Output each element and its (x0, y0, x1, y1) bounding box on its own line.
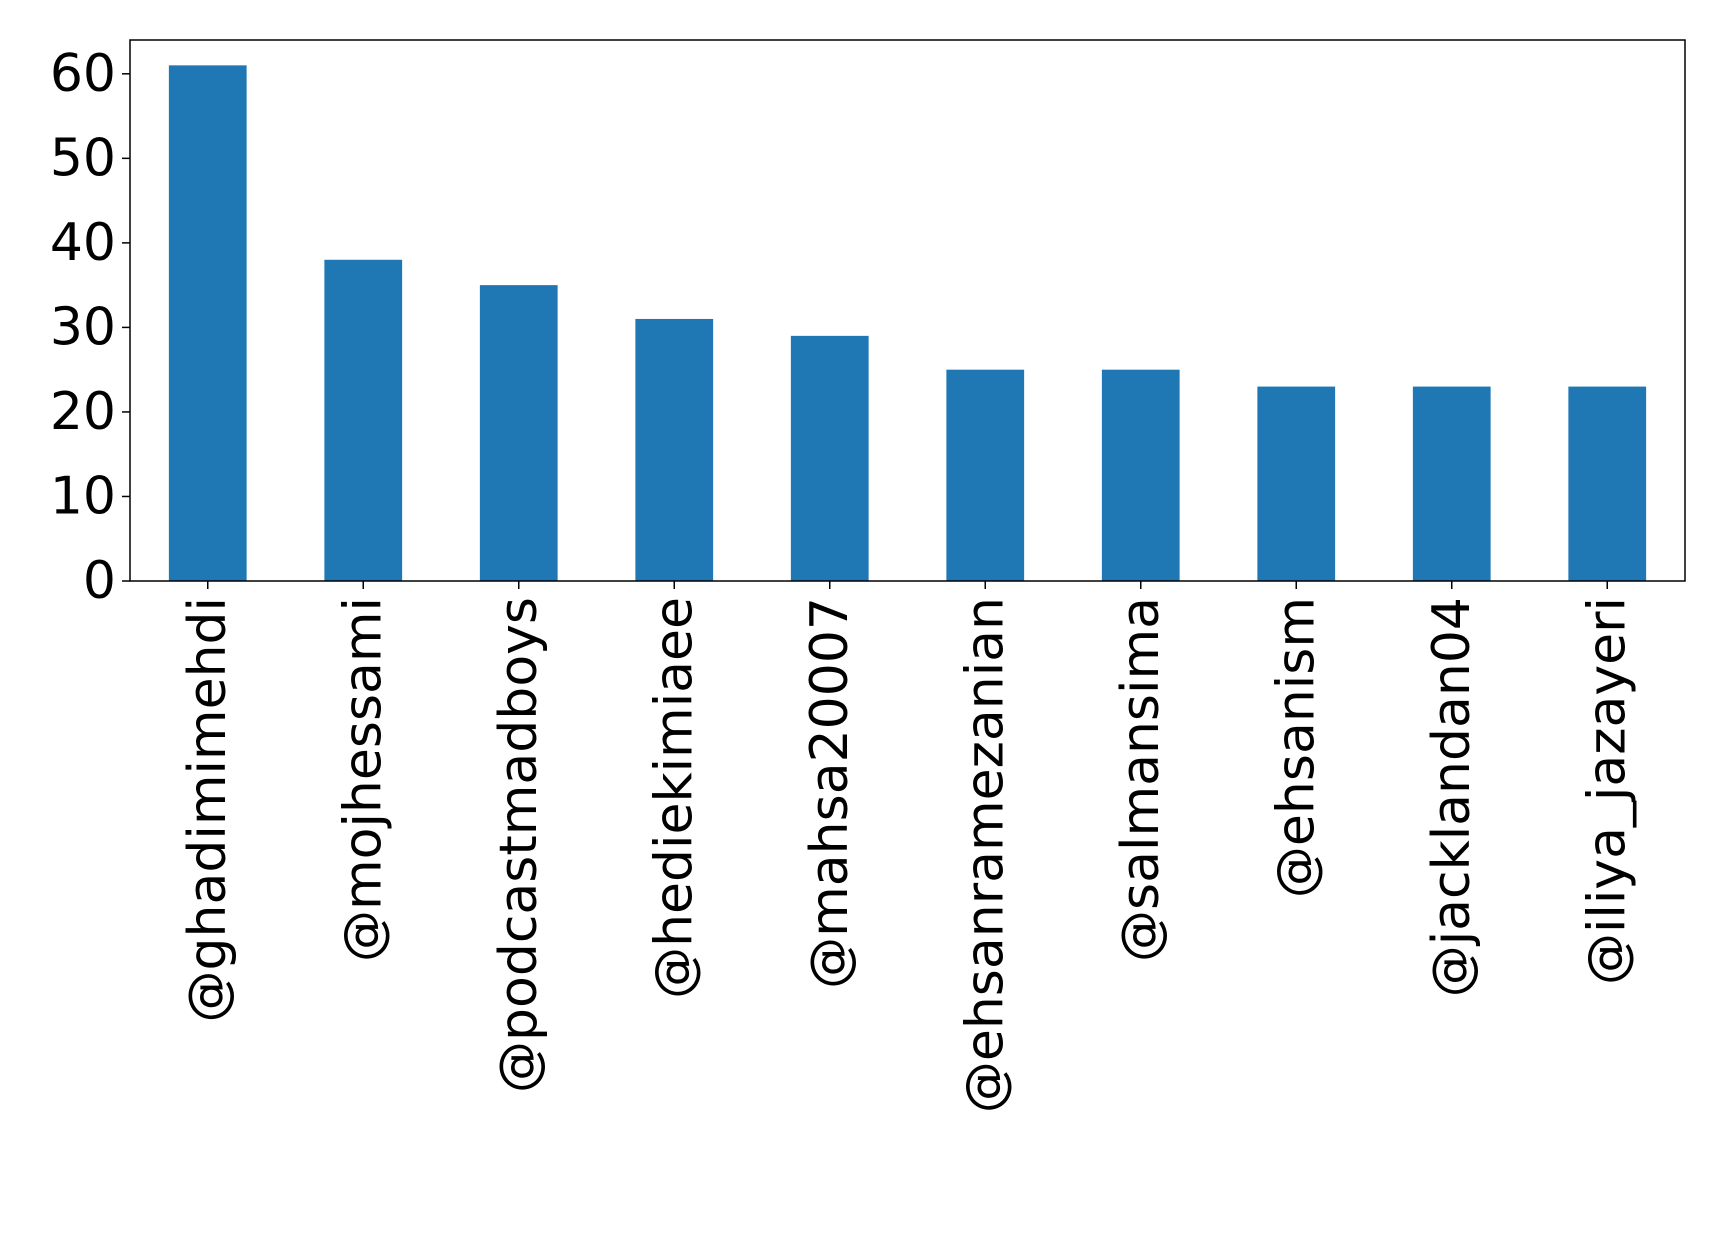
y-axis: 0 10 20 30 40 50 60 (50, 44, 130, 611)
x-tick-label: @jacklandan04 (1422, 597, 1482, 997)
x-tick-label: @iliya_jazayeri (1577, 597, 1637, 985)
bar (1412, 386, 1491, 581)
x-tick-label: @ehsanism (1266, 597, 1326, 898)
y-tick-label: 0 (83, 551, 116, 611)
bar (946, 369, 1025, 581)
bar (168, 65, 247, 581)
y-tick-label: 40 (50, 213, 116, 273)
x-tick-label: @ehsanramezanian (955, 597, 1015, 1113)
bar (1257, 386, 1336, 581)
y-tick-label: 60 (50, 44, 116, 104)
x-tick-label: @ghadimimehdi (178, 597, 238, 1022)
bar (324, 259, 403, 581)
x-tick-label: @podcastmadboys (489, 597, 549, 1093)
bar (1101, 369, 1180, 581)
x-tick-label: @mahsa20007 (800, 597, 860, 989)
x-tick-label: @salmansima (1111, 597, 1171, 962)
bar (1568, 386, 1647, 581)
y-tick-label: 10 (50, 466, 116, 526)
y-tick-label: 30 (50, 297, 116, 357)
x-tick-label: @hediekimiaee (644, 597, 704, 999)
x-axis: @ghadimimehdi @mojhessami @podcastmadboys @… (178, 581, 1637, 1113)
y-tick-label: 50 (50, 128, 116, 188)
bars-group (168, 65, 1647, 581)
bar (790, 335, 869, 581)
x-tick-label: @mojhessami (333, 597, 393, 962)
y-tick-label: 20 (50, 382, 116, 442)
plot-frame (129, 39, 1686, 582)
bar (479, 285, 558, 581)
bar (635, 318, 714, 581)
